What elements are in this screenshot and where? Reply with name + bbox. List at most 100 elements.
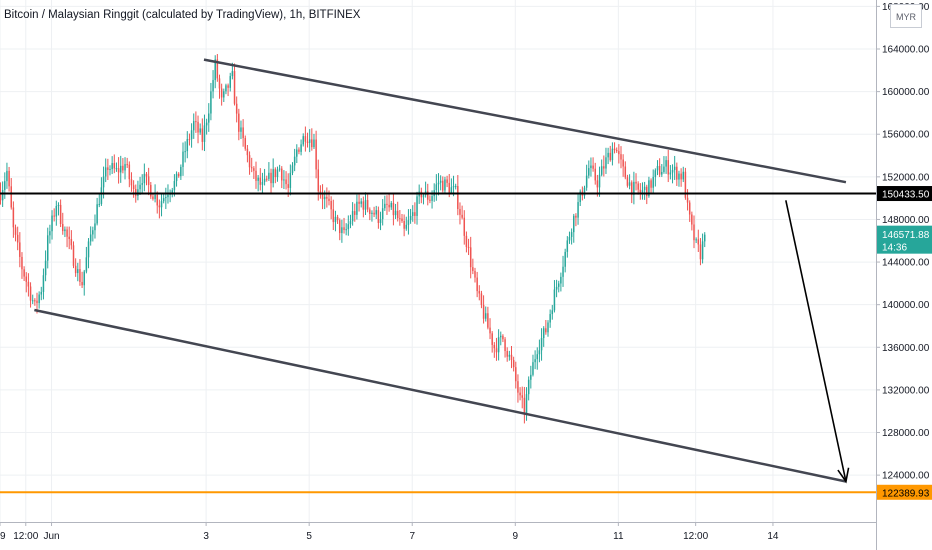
candle-body [429, 199, 431, 201]
candle-body [81, 281, 83, 286]
candle-body [422, 195, 425, 198]
candle-body [21, 256, 23, 270]
candle-body [205, 122, 208, 126]
candle-body [281, 168, 283, 181]
currency-label[interactable]: MYR [890, 4, 922, 28]
candle-body [4, 181, 6, 191]
candle-body [435, 184, 438, 191]
candle-body [66, 229, 68, 237]
candle-body [489, 327, 491, 334]
candle-body [180, 166, 182, 177]
price-tick-label: 128000.00 [882, 428, 930, 439]
candle-body [338, 220, 341, 234]
candle-body [8, 170, 10, 187]
candle-body [152, 196, 154, 199]
candle-body [145, 173, 148, 177]
current-price-label-bg [877, 225, 932, 254]
candle-body [240, 127, 242, 132]
candle-body [495, 348, 498, 353]
candle-body [534, 359, 536, 363]
candle-body [482, 304, 485, 319]
candle-body [484, 313, 487, 319]
price-tick-label: 124000.00 [882, 471, 930, 482]
candle-body [298, 149, 300, 152]
time-axis[interactable]: 29 12:00 Jun 3 5 7 9 11 12:00 14 [0, 522, 876, 542]
candle-body [658, 165, 661, 175]
candle-body [517, 381, 519, 393]
candle-body [596, 180, 599, 188]
candle-body [577, 202, 579, 218]
candle-body [77, 269, 79, 274]
candle-body [671, 169, 674, 173]
candle-body [525, 394, 528, 413]
price-axis[interactable]: 124000.00 128000.00 132000.00 136000.00 1400… [876, 0, 930, 550]
candle-body [29, 286, 32, 301]
candle-body [512, 360, 515, 368]
candle-body [637, 183, 639, 190]
candle-body [231, 71, 234, 77]
candle-body [259, 177, 262, 185]
candle-body [46, 235, 49, 261]
candle-body [407, 220, 410, 225]
candle-body [117, 168, 120, 173]
candle-body [564, 251, 566, 267]
candle-body [573, 215, 575, 233]
candle-body [405, 224, 408, 229]
candle-body [49, 231, 51, 236]
candle-body [448, 182, 450, 193]
candle-body [493, 344, 496, 349]
candle-body [323, 196, 326, 200]
candle-body [64, 229, 66, 232]
candle-body [321, 194, 324, 200]
candle-body [197, 121, 199, 133]
candle-body [216, 59, 219, 79]
candle-body [143, 173, 146, 184]
candle-body [540, 338, 543, 351]
candlestick-series [0, 54, 706, 424]
price-tick-label: 132000.00 [882, 385, 930, 396]
candle-body [68, 236, 70, 240]
candle-body [676, 166, 678, 180]
candle-body [575, 215, 577, 218]
candle-body [611, 148, 614, 161]
candle-body [630, 182, 633, 195]
support-price-label-bg [877, 186, 932, 202]
current-price-label: 146571.88 [882, 230, 930, 241]
candle-body [695, 239, 697, 241]
price-tick-label: 164000.00 [882, 45, 930, 56]
candle-body [379, 219, 382, 223]
candle-body [89, 234, 92, 242]
candle-body [358, 201, 360, 204]
candle-body [160, 201, 163, 208]
candle-body [394, 210, 397, 216]
candle-body [530, 374, 532, 380]
candle-body [334, 216, 337, 223]
candle-body [384, 203, 386, 209]
candle-body [235, 103, 238, 114]
candle-body [51, 215, 53, 232]
candle-body [317, 169, 320, 192]
candle-body [682, 171, 685, 180]
candle-body [104, 167, 107, 177]
candle-body [542, 328, 545, 339]
candle-body [184, 151, 186, 153]
candle-body [665, 160, 667, 167]
candle-body [669, 172, 672, 175]
candle-body [150, 184, 152, 197]
candle-body [585, 175, 588, 188]
candle-body [392, 203, 395, 216]
candle-body [373, 212, 375, 215]
candle-body [300, 144, 302, 152]
candle-body [113, 163, 116, 169]
candle-body [74, 265, 77, 274]
candle-body [628, 182, 631, 186]
candle-body [442, 180, 444, 191]
candle-body [461, 214, 463, 218]
candle-body [371, 212, 373, 214]
candle-body [167, 194, 169, 198]
candle-body [70, 239, 73, 246]
candle-body [583, 187, 586, 196]
candle-body [214, 59, 216, 81]
candle-body [560, 276, 562, 284]
